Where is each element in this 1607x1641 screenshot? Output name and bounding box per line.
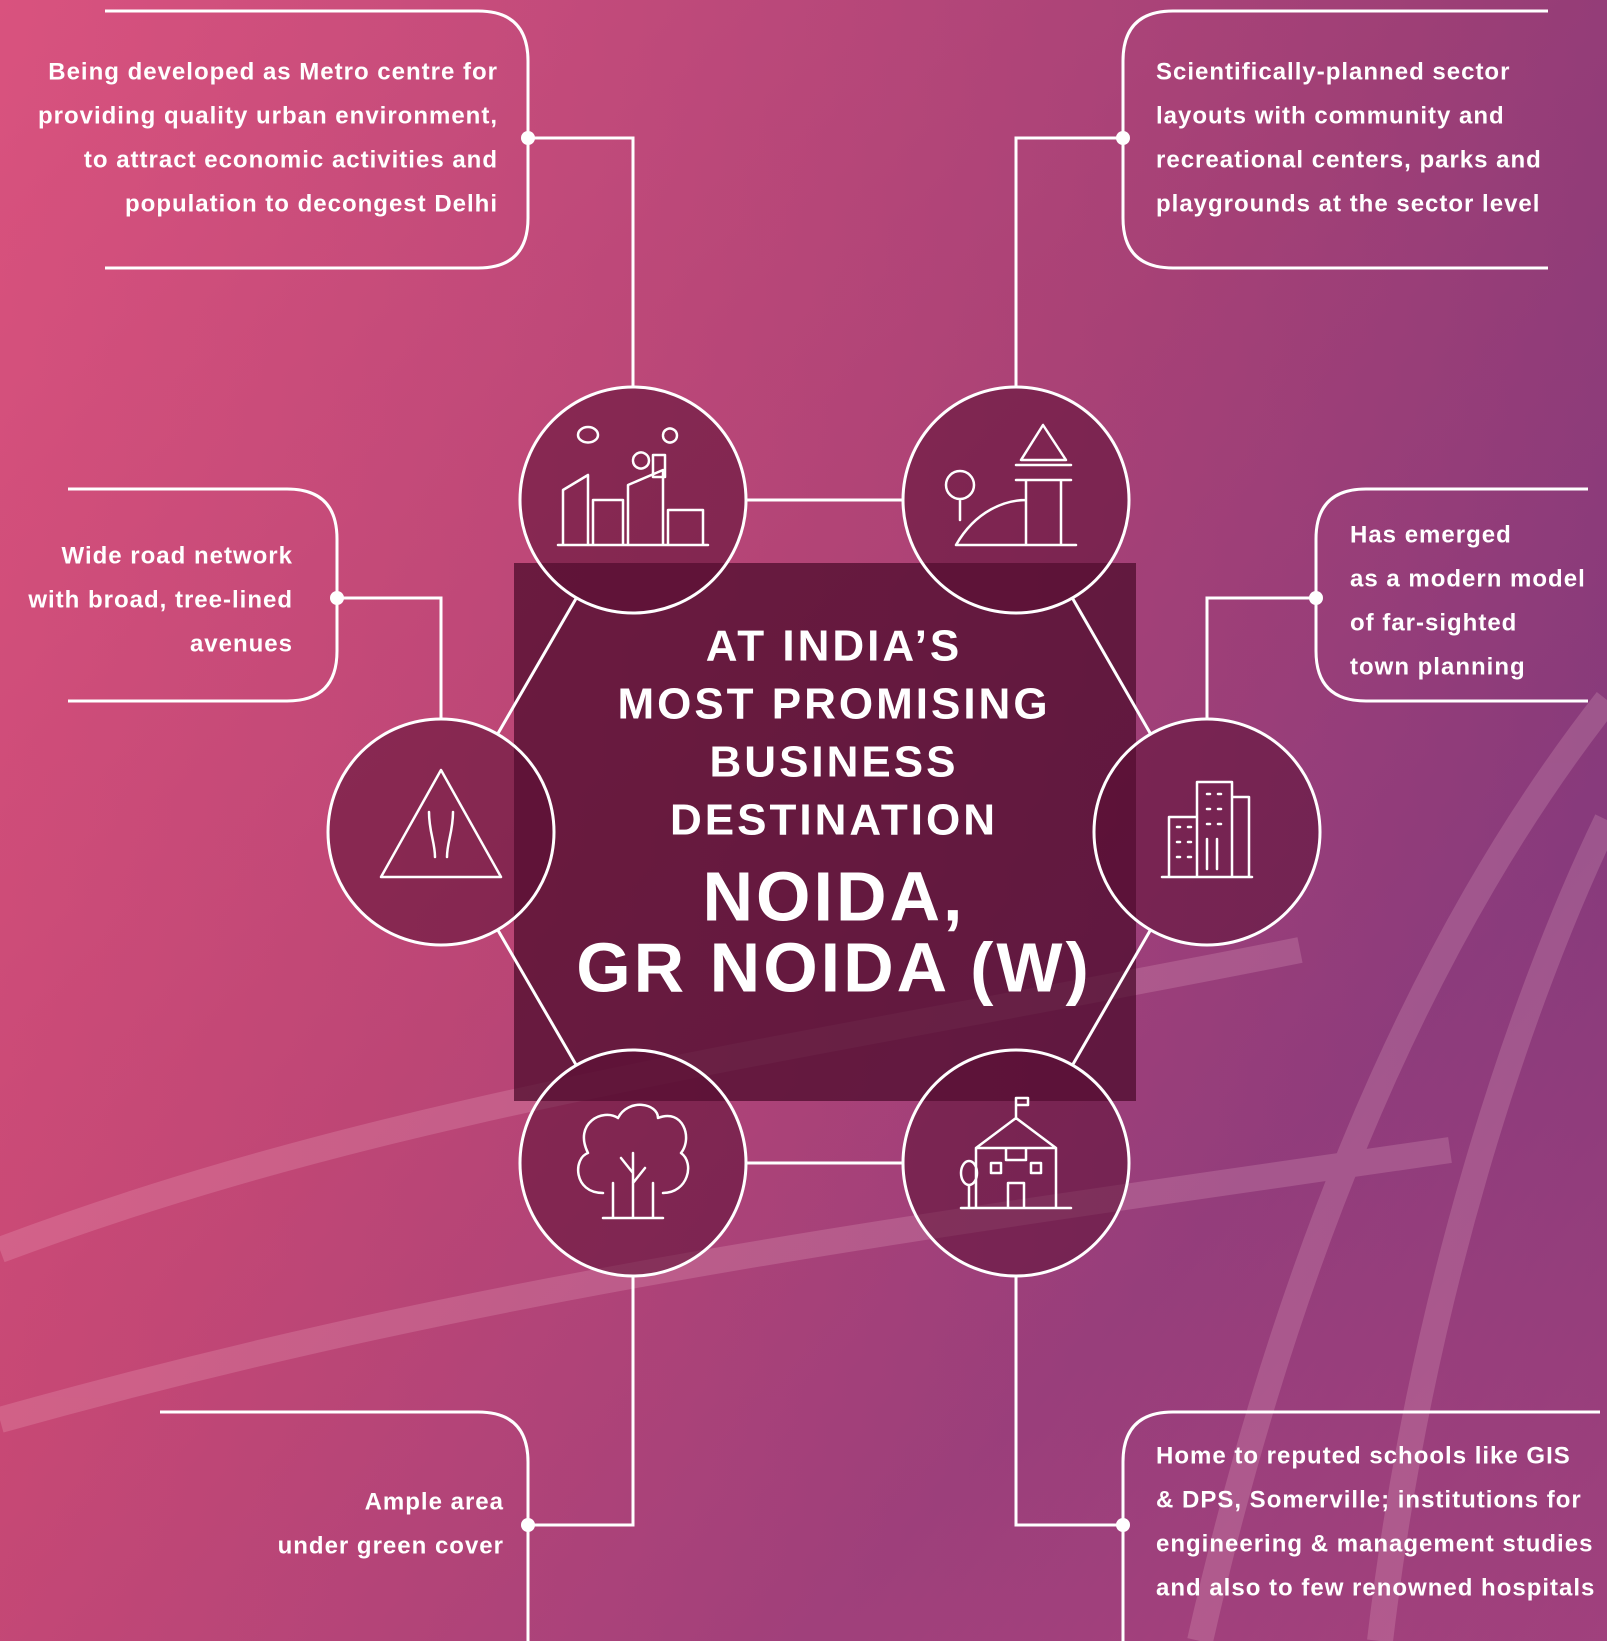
feature-text: Has emerged	[1350, 521, 1512, 548]
center-heading: MOST PROMISING	[617, 680, 1050, 729]
feature-text: and also to few renowned hospitals	[1156, 1574, 1595, 1601]
page: {"center": {"heading": ["AT INDIA’S", "M…	[0, 0, 1607, 1641]
feature-text: Ample area	[365, 1488, 504, 1515]
feature-text: & DPS, Somerville; institutions for	[1156, 1486, 1582, 1513]
center-title: GR NOIDA (W)	[576, 928, 1092, 1006]
feature-text: town planning	[1350, 653, 1526, 680]
icon-circle	[903, 1050, 1129, 1276]
connector-dot	[1309, 591, 1323, 605]
feature-text: Home to reputed schools like GIS	[1156, 1442, 1571, 1469]
feature-text: population to decongest Delhi	[125, 190, 498, 217]
connector-dot	[1116, 1518, 1130, 1532]
infographic: Being developed as Metro centre for provi…	[0, 0, 1607, 1641]
icon-circle	[328, 719, 554, 945]
center-title: NOIDA,	[703, 857, 966, 935]
feature-text: Scientifically-planned sector	[1156, 58, 1510, 85]
feature-text: providing quality urban environment,	[38, 102, 498, 129]
feature-text: Wide road network	[62, 542, 293, 569]
connector-dot	[1116, 131, 1130, 145]
icon-circle	[520, 387, 746, 613]
feature-text: as a modern model	[1350, 565, 1586, 592]
connector-dot	[521, 131, 535, 145]
feature-text: avenues	[190, 630, 293, 657]
feature-text: engineering & management studies	[1156, 1530, 1593, 1557]
center-heading: BUSINESS	[710, 738, 959, 787]
feature-text: layouts with community and	[1156, 102, 1505, 129]
feature-text: to attract economic activities and	[84, 146, 498, 173]
feature-text: under green cover	[278, 1532, 504, 1559]
center-heading: DESTINATION	[670, 796, 998, 845]
feature-text: with broad, tree-lined	[27, 586, 293, 613]
center-heading: AT INDIA’S	[706, 622, 963, 671]
connector-dot	[330, 591, 344, 605]
feature-text: Being developed as Metro centre for	[48, 58, 498, 85]
feature-text: recreational centers, parks and	[1156, 146, 1542, 173]
feature-text: playgrounds at the sector level	[1156, 190, 1540, 217]
connector-dot	[521, 1518, 535, 1532]
feature-text: of far-sighted	[1350, 609, 1517, 636]
icon-circle	[1094, 719, 1320, 945]
